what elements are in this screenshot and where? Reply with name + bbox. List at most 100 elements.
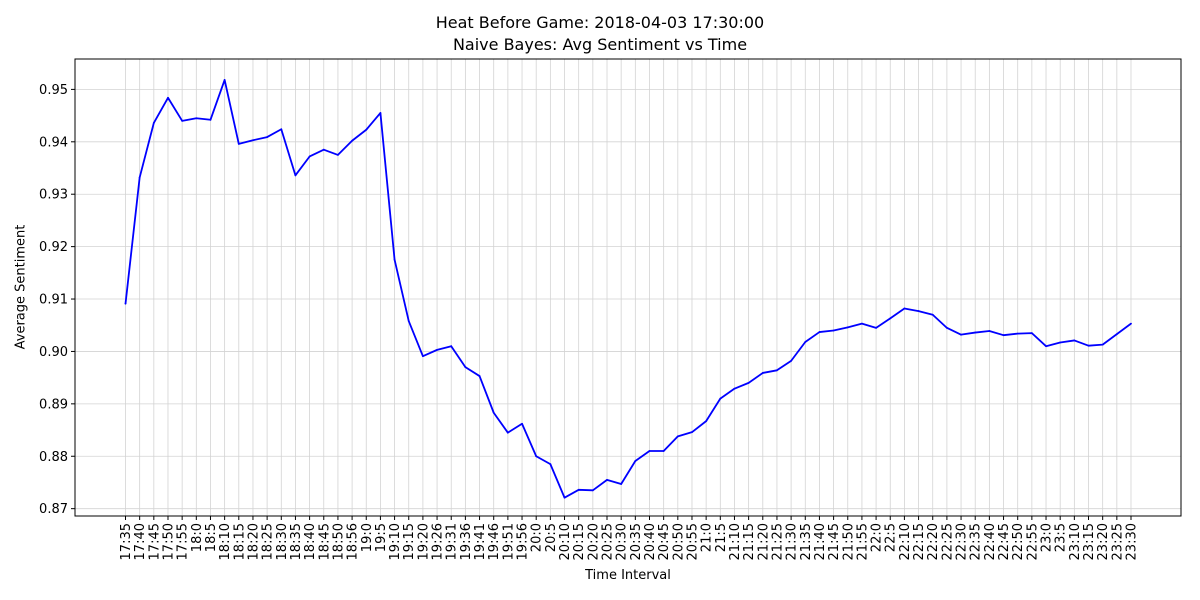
y-tick-label: 0.87 bbox=[39, 502, 68, 517]
x-tick-label: 20:40 bbox=[643, 523, 658, 560]
x-tick-label: 20:15 bbox=[572, 523, 587, 560]
x-tick-label: 17:45 bbox=[147, 523, 162, 560]
x-tick-label: 18:0 bbox=[190, 523, 205, 552]
data-point bbox=[152, 122, 155, 124]
x-tick-label: 18:5 bbox=[204, 523, 219, 552]
x-tick-label: 20:5 bbox=[544, 523, 559, 552]
chart-subtitle: Naive Bayes: Avg Sentiment vs Time bbox=[452, 35, 748, 54]
x-tick-label: 18:25 bbox=[261, 523, 276, 560]
x-axis-label: Time Interval bbox=[585, 568, 671, 583]
data-point bbox=[620, 483, 623, 485]
x-tick-label: 18:10 bbox=[218, 523, 233, 560]
x-tick-label: 23:15 bbox=[1082, 523, 1097, 560]
data-point bbox=[662, 450, 665, 452]
y-tick-label: 0.92 bbox=[39, 240, 68, 255]
x-tick-label: 21:55 bbox=[855, 523, 870, 560]
y-tick-label: 0.88 bbox=[39, 450, 68, 465]
series-layer bbox=[124, 79, 1132, 499]
x-tick-label: 19:0 bbox=[360, 523, 375, 552]
x-tick-label: 18:45 bbox=[317, 523, 332, 560]
data-point bbox=[1030, 332, 1033, 334]
data-point bbox=[988, 330, 991, 332]
x-tick-label: 21:20 bbox=[756, 523, 771, 560]
x-tick-label: 23:5 bbox=[1054, 523, 1069, 552]
y-tick-label: 0.94 bbox=[39, 135, 68, 150]
data-point bbox=[138, 176, 141, 179]
x-tick-label: 21:0 bbox=[700, 523, 715, 552]
data-point bbox=[634, 460, 637, 462]
x-tick-label: 21:30 bbox=[785, 523, 800, 560]
data-point bbox=[365, 128, 368, 131]
y-tick-label: 0.93 bbox=[39, 188, 68, 203]
data-point bbox=[917, 310, 920, 312]
data-point bbox=[535, 455, 538, 458]
data-point bbox=[1101, 343, 1104, 346]
data-point bbox=[776, 369, 778, 372]
data-point bbox=[1059, 341, 1062, 344]
x-tick-label: 22:55 bbox=[1025, 523, 1040, 560]
data-point bbox=[280, 128, 283, 131]
x-tick-label: 23:30 bbox=[1125, 523, 1140, 560]
plot-frame bbox=[74, 58, 1182, 517]
data-point bbox=[549, 463, 552, 466]
data-point bbox=[577, 488, 580, 491]
data-point bbox=[875, 326, 877, 329]
data-point bbox=[492, 411, 495, 414]
x-tick-label: 21:5 bbox=[714, 523, 729, 552]
data-point bbox=[422, 355, 424, 358]
x-tick-label: 22:0 bbox=[870, 523, 885, 552]
x-tick-label: 20:35 bbox=[629, 523, 644, 560]
data-point bbox=[337, 154, 339, 156]
data-point bbox=[889, 317, 892, 320]
data-point bbox=[1115, 333, 1118, 336]
y-tick-label: 0.95 bbox=[39, 83, 68, 98]
data-point bbox=[1002, 334, 1005, 337]
x-tick-label: 22:40 bbox=[983, 523, 998, 560]
x-tick-label: 18:35 bbox=[289, 523, 304, 560]
data-point bbox=[1016, 332, 1019, 335]
data-point bbox=[846, 326, 849, 329]
y-axis-label: Average Sentiment bbox=[13, 224, 29, 350]
data-point bbox=[124, 302, 127, 305]
data-point bbox=[1045, 345, 1047, 348]
x-tick-label: 17:55 bbox=[176, 523, 191, 560]
x-tick-label: 22:25 bbox=[940, 523, 955, 560]
data-point bbox=[747, 381, 750, 384]
x-tick-label: 22:5 bbox=[884, 523, 899, 552]
data-point bbox=[804, 341, 807, 343]
x-tick-label: 22:35 bbox=[969, 523, 984, 560]
data-point bbox=[861, 322, 863, 325]
data-point bbox=[733, 387, 736, 390]
x-tick-label: 19:41 bbox=[473, 523, 488, 560]
x-tick-label: 18:20 bbox=[246, 523, 261, 560]
x-tick-label: 19:10 bbox=[388, 523, 403, 560]
x-tick-label: 19:5 bbox=[374, 523, 389, 552]
x-tick-label: 21:25 bbox=[770, 523, 785, 560]
data-point bbox=[322, 148, 325, 151]
x-tick-label: 19:15 bbox=[402, 523, 417, 560]
x-tick-label: 18:15 bbox=[232, 523, 247, 560]
data-point bbox=[521, 422, 523, 425]
data-point bbox=[1073, 339, 1076, 342]
data-point bbox=[237, 143, 240, 145]
data-point bbox=[945, 326, 948, 329]
x-tick-label: 20:10 bbox=[558, 523, 573, 560]
data-point bbox=[691, 431, 693, 434]
data-point bbox=[195, 117, 198, 120]
x-tick-label: 22:45 bbox=[997, 523, 1012, 560]
x-tick-label: 22:50 bbox=[1011, 523, 1026, 560]
data-point bbox=[351, 139, 353, 142]
data-point bbox=[294, 174, 297, 177]
data-point bbox=[436, 348, 438, 351]
x-tick-label: 23:20 bbox=[1096, 523, 1111, 560]
data-point bbox=[478, 375, 481, 377]
x-tick-label: 21:50 bbox=[841, 523, 856, 560]
x-tick-label: 18:56 bbox=[346, 523, 361, 560]
data-point bbox=[974, 331, 977, 334]
x-tick-label: 18:40 bbox=[303, 523, 318, 560]
x-tick-label: 19:46 bbox=[487, 523, 502, 560]
x-axis: 17:35 17:40 17:45 17:50 17:55 18:0 18:5 18:10 18… bbox=[119, 516, 1140, 560]
data-point bbox=[266, 136, 269, 138]
x-tick-label: 19:20 bbox=[416, 523, 431, 560]
